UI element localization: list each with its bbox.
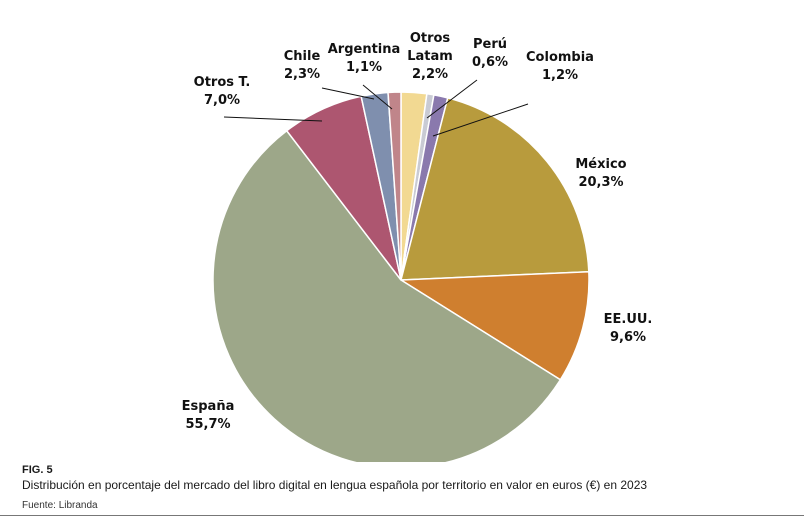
slice-label-otros-latam-2: Latam	[407, 49, 453, 64]
slice-value-mexico: 20,3%	[578, 175, 623, 190]
pie-slice-ee-uu	[398, 270, 590, 381]
slice-label-peru: Perú	[473, 37, 507, 52]
slice-value-argentina: 1,1%	[346, 60, 382, 75]
slice-value-ee-uu: 9,6%	[610, 330, 646, 345]
leader-line-chile	[321, 87, 375, 100]
slice-value-peru: 0,6%	[472, 55, 508, 70]
pie-slice-mexico	[400, 96, 590, 281]
pie-slice-argentina	[387, 91, 402, 281]
slice-label-espana: España	[182, 399, 235, 414]
pie-slices	[212, 91, 590, 462]
pie-chart: Otros Latam 2,2% Perú 0,6% Colombia 1,2% México…	[182, 31, 653, 462]
pie-slice-espana	[212, 129, 562, 462]
figure-source: Fuente: Libranda	[22, 500, 98, 511]
slice-value-otros-t: 7,0%	[204, 93, 240, 108]
figure-number: FIG. 5	[22, 464, 53, 476]
slice-label-mexico: México	[575, 157, 626, 172]
bottom-divider	[0, 515, 804, 516]
leader-line-argentina	[362, 84, 393, 110]
leader-line-peru	[426, 79, 478, 119]
slice-label-chile: Chile	[284, 49, 321, 64]
slice-label-ee-uu: EE.UU.	[604, 312, 653, 327]
leader-lines	[223, 79, 529, 137]
slice-label-otros-latam-1: Otros	[410, 31, 451, 46]
slice-value-chile: 2,3%	[284, 67, 320, 82]
leader-line-otros-t	[223, 116, 323, 122]
slice-value-colombia: 1,2%	[542, 68, 578, 83]
slice-label-argentina: Argentina	[328, 42, 401, 57]
slice-labels: Otros Latam 2,2% Perú 0,6% Colombia 1,2% México…	[182, 31, 653, 432]
slice-value-otros-latam: 2,2%	[412, 67, 448, 82]
figure-caption: Distribución en porcentaje del mercado d…	[22, 478, 648, 492]
leader-line-colombia	[432, 103, 529, 137]
slice-label-colombia: Colombia	[526, 50, 594, 65]
slice-value-espana: 55,7%	[185, 417, 230, 432]
slice-label-otros-t: Otros T.	[194, 75, 251, 90]
